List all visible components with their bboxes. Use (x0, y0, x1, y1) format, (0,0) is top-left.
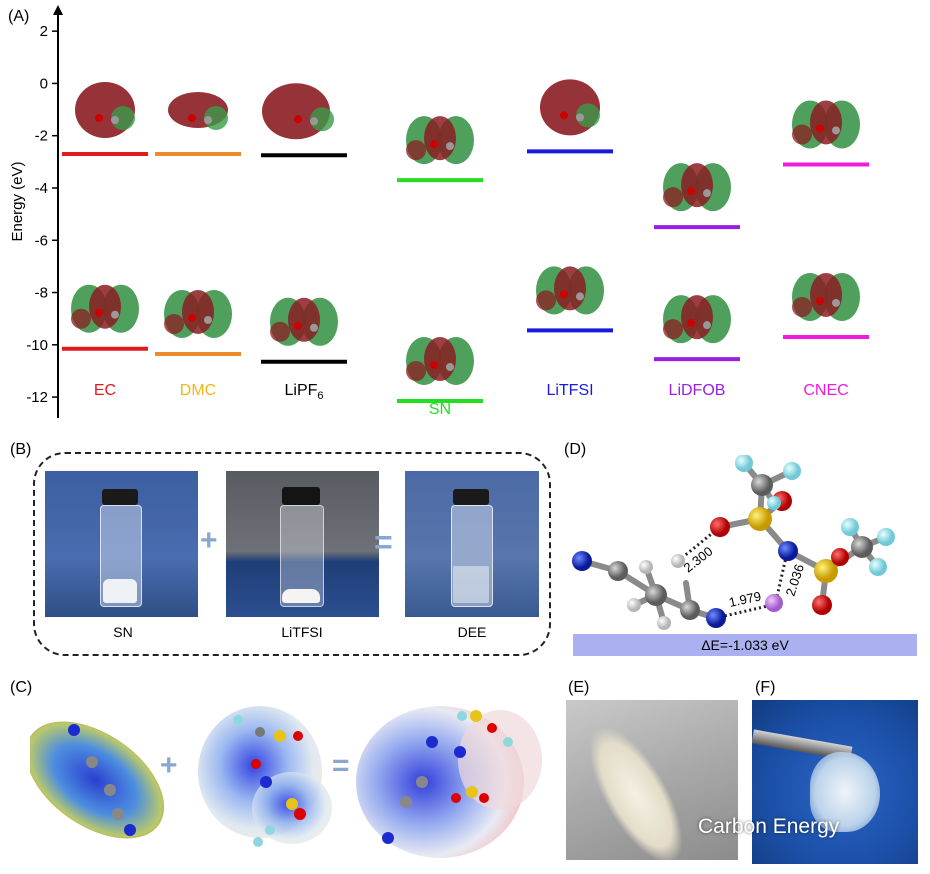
y-tick-label-7: -12 (26, 389, 48, 406)
equals-sign-b: = (374, 524, 393, 560)
orbital-lumo-lipf6 (262, 83, 334, 140)
panel-b-dashed-frame (33, 452, 551, 656)
panel-label-a: (A) (8, 8, 29, 25)
photo-sn-vial (45, 471, 198, 617)
equals-sign-c: = (332, 749, 350, 782)
orbital-lumo-ec (75, 81, 135, 138)
y-tick-label-3: -4 (35, 180, 48, 197)
orbital-lumo-litfsi (540, 79, 600, 136)
distance-label-2: 1.979 (728, 588, 763, 609)
y-tick-label-2: -2 (35, 128, 48, 145)
binding-energy-bar: ΔE=-1.033 eV (573, 634, 917, 656)
photo-litfsi-vial (226, 471, 379, 617)
orbital-lumo-lidfob (663, 163, 731, 212)
binding-geometry-diagram: 2.300 1.979 2.036 (572, 455, 895, 630)
y-axis-label: Energy (eV) (9, 161, 26, 241)
photo-gel-tweezers (752, 700, 918, 864)
y-axis-arrow (53, 5, 63, 15)
category-label-litfsi: LiTFSI (546, 382, 593, 399)
caption-sn: SN (113, 624, 133, 640)
orbital-homo-lidfob (663, 295, 731, 344)
orbital-homo-sn (406, 337, 474, 386)
esp-litfsi (198, 706, 332, 844)
esp-dee (356, 706, 542, 858)
distance-label-1: 2.300 (681, 544, 716, 576)
orbital-homo-dmc (164, 289, 232, 338)
panel-label-e: (E) (568, 679, 590, 696)
orbital-homo-litfsi (536, 266, 604, 315)
orbital-homo-lipf6 (270, 297, 338, 346)
category-label-lipf6: LiPF6 (284, 382, 323, 402)
esp-sn (30, 721, 165, 839)
y-tick-label-0: 2 (40, 23, 48, 40)
orbital-homo-cnec (792, 272, 860, 321)
electrostatic-potential-maps: + = (30, 706, 542, 858)
y-tick-label-4: -6 (35, 232, 48, 249)
panel-label-b: (B) (10, 441, 32, 458)
category-label-cnec: CNEC (803, 382, 848, 399)
orbital-lumo-sn (406, 116, 474, 165)
orbital-lumo-dmc (168, 91, 228, 130)
orbital-energy-chart: (A) 2 0 -2 -4 -6 -8 -10 -12 Energy (eV) EC DMC LiPF6… (8, 5, 869, 418)
y-tick-label-1: 0 (40, 75, 48, 92)
category-label-lidfob: LiDFOB (669, 382, 726, 399)
photo-dee-vial (405, 471, 539, 617)
distance-label-3: 2.036 (783, 562, 807, 598)
y-tick-label-5: -8 (35, 285, 48, 302)
category-label-ec: EC (94, 382, 116, 399)
y-tick-label-6: -10 (26, 337, 48, 354)
category-label-sn: SN (429, 401, 451, 418)
plus-sign-c: + (160, 749, 178, 782)
panel-label-c: (C) (10, 679, 33, 696)
orbital-lumo-cnec (792, 100, 860, 149)
panel-label-d: (D) (564, 441, 587, 458)
caption-dee: DEE (457, 624, 487, 640)
orbital-homo-ec (71, 284, 139, 333)
watermark-text: Carbon Energy (698, 815, 840, 838)
category-label-dmc: DMC (180, 382, 216, 399)
photo-dee-powder (566, 700, 738, 860)
panel-label-f: (F) (755, 679, 776, 696)
plus-sign-b: + (200, 524, 218, 557)
caption-litfsi: LiTFSI (281, 624, 323, 640)
binding-energy-text: ΔE=-1.033 eV (701, 637, 789, 653)
